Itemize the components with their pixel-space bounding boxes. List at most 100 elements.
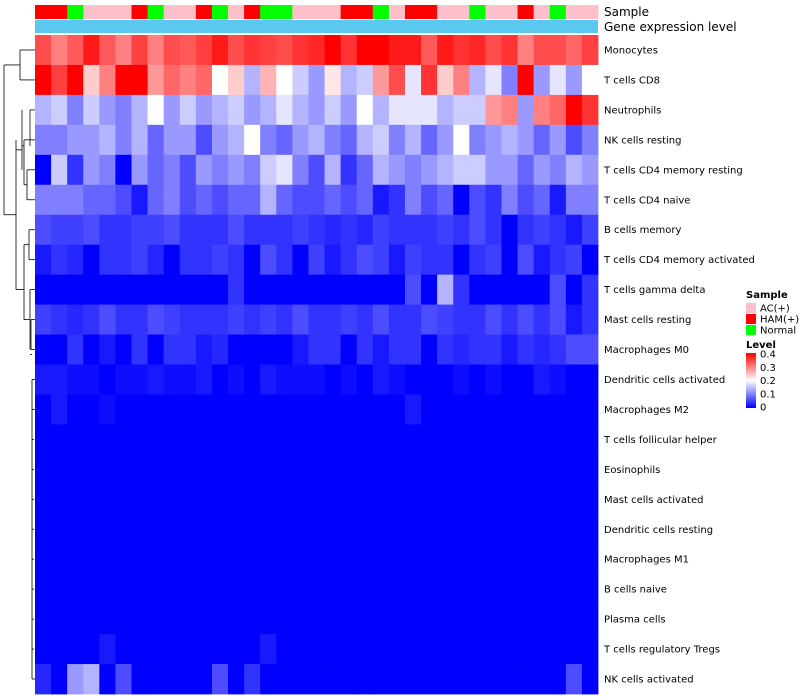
heatmap-cell [83,484,100,515]
heatmap-cell [228,35,245,66]
heatmap-cell [147,244,165,276]
sample-annotation-cell [195,5,213,19]
row-label: Monocytes [604,45,658,56]
heatmap-cell [211,544,229,575]
heatmap-cell [163,274,181,305]
heatmap-cell [372,574,390,605]
heatmap-cell [51,244,68,276]
row-label: Mast cells resting [604,315,691,326]
heatmap-cell [308,544,325,575]
heatmap-cell [195,454,213,485]
sample-annotation-cell [51,5,68,19]
heatmap-cell [211,124,229,156]
heatmap-cell [228,274,245,305]
heatmap-cell [517,664,535,695]
heatmap-cell [469,604,486,635]
heatmap-cell [340,604,358,635]
heatmap-cell [179,64,197,96]
heatmap-cell [437,64,454,96]
heatmap-cell [517,64,535,96]
heatmap-cell [195,334,213,365]
heatmap-cell [99,634,116,665]
heatmap-cell [324,514,342,545]
heatmap-cell [356,35,374,66]
heatmap-cell [308,94,325,126]
heatmap-cell [211,35,229,66]
heatmap-cell [517,274,535,305]
heatmap-cell [485,154,502,186]
heatmap-cell [276,124,293,156]
row-label: Dendritic cells resting [604,525,713,536]
heatmap-cell [228,334,245,365]
sample-annotation-cell [372,5,390,19]
heatmap-cell [388,604,406,635]
sample-annotation-cell [179,5,197,19]
heatmap-cell [453,544,470,575]
heatmap-cell [67,394,84,425]
row-label: T cells CD4 naive [603,195,690,206]
row-label: Macrophages M1 [604,555,689,566]
heatmap-cell [404,154,422,186]
heatmap-cell [517,124,535,156]
heatmap-cell [260,514,277,545]
heatmap-cell [437,634,454,665]
sample-annotation-cell [581,5,599,19]
heatmap-cell [356,574,374,605]
heatmap-cell [292,334,309,365]
heatmap-cell [35,514,52,545]
heatmap-cell [453,94,470,126]
heatmap-cell [533,514,551,545]
heatmap-cell [99,124,116,156]
heatmap-cell [388,334,406,365]
heatmap-cell [292,64,309,96]
heatmap-cell [115,604,132,635]
heatmap-cell [292,364,309,395]
heatmap-cell [453,274,470,305]
heatmap-cell [276,424,293,455]
heatmap-cell [131,274,148,305]
heatmap-cell [485,35,502,66]
heatmap-cell [501,394,518,425]
heatmap-cell [501,424,518,455]
heatmap-cell [340,574,358,605]
heatmap-cell [437,364,454,395]
heatmap-cell [211,664,229,695]
heatmap-cell [147,634,165,665]
heatmap-cell [115,634,132,665]
heatmap-cell [115,124,132,156]
heatmap-cell [195,664,213,695]
heatmap-cell [147,574,165,605]
heatmap-cell [340,35,358,66]
heatmap-cell [211,574,229,605]
legend-sample-swatch [746,303,756,313]
heatmap-cell [195,604,213,635]
heatmap-cell [244,664,261,695]
heatmap-cell [356,364,374,395]
heatmap-cell [340,394,358,425]
heatmap-cell [83,304,100,335]
heatmap-cell [35,94,52,126]
heatmap-cell [147,304,165,335]
heatmap-cell [533,94,551,126]
heatmap-cell [211,64,229,96]
heatmap-cell [163,64,181,96]
heatmap-cell [67,634,84,665]
heatmap-cell [67,244,84,276]
heatmap-cell [421,124,438,156]
heatmap-cell [404,394,422,425]
heatmap-cell [131,634,148,665]
heatmap-cell [244,424,261,455]
heatmap-cell [372,184,390,216]
heatmap-cell [147,64,165,96]
heatmap-cell [453,35,470,66]
heatmap-cell [421,274,438,305]
heatmap-cell [131,454,148,485]
heatmap-cell [421,544,438,575]
heatmap-cell [388,274,406,305]
heatmap-cell [51,424,68,455]
sample-annotation-cell [356,5,374,19]
heatmap-cell [211,274,229,305]
heatmap-cell [115,184,132,216]
heatmap-cell [533,304,551,335]
heatmap-cell [453,634,470,665]
